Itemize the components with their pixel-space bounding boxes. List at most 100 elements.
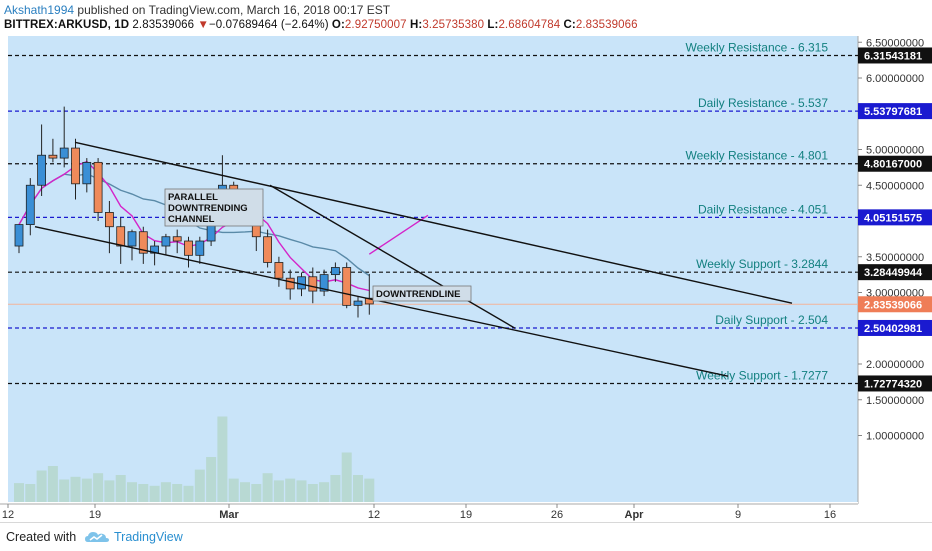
candle-body [25, 184, 35, 225]
last-price-tag-bg [858, 296, 932, 313]
open-label: O: [331, 19, 345, 31]
time-axis-panel [0, 502, 858, 522]
published-text: published on TradingView.com, March 16, … [77, 3, 391, 17]
volume-bar [36, 470, 47, 502]
y-tick-label: 6.00000000 [866, 73, 924, 85]
candle-body [138, 231, 148, 254]
price-tag-label: 3.28449944 [864, 267, 923, 279]
author-link[interactable]: Akshath1994 [4, 3, 75, 17]
candle-body [195, 240, 205, 256]
candle-body [319, 274, 329, 292]
price-tag-bg [858, 47, 932, 64]
price-tag-label: 4.80167000 [864, 159, 922, 171]
level-label: Weekly Resistance - 4.801 [685, 149, 828, 163]
candle-body [184, 240, 193, 256]
level-label: Weekly Support - 1.7277 [696, 368, 828, 382]
y-tick-label: 5.00000000 [866, 145, 924, 157]
footer: Created with TradingView [0, 522, 932, 551]
candle-body [59, 147, 69, 159]
volume-bar [70, 476, 81, 502]
volume-bar [217, 416, 228, 502]
volume-bar [149, 485, 160, 502]
volume-bar [330, 475, 341, 502]
price-tag-bg [858, 209, 932, 226]
volume-bar [14, 483, 24, 502]
x-tick-label: 12 [2, 509, 14, 521]
volume-bar [47, 466, 58, 502]
volume-bar [25, 484, 36, 502]
y-tick-label: 1.50000000 [866, 395, 924, 407]
volume-bar [172, 484, 183, 502]
channel-annotation-text: PARALLEL [168, 192, 218, 203]
volume-bar [319, 482, 330, 502]
volume-bar [93, 473, 104, 502]
volume-bar [353, 475, 363, 502]
candle-body [297, 276, 306, 290]
level-label: Weekly Support - 3.2844 [696, 257, 828, 271]
candle-body [71, 147, 80, 185]
candle-body [172, 236, 182, 242]
level-label: Daily Support - 2.504 [715, 313, 828, 327]
last-price: 2.83539066 [132, 19, 195, 31]
price-tag-bg [858, 375, 932, 392]
volume-bar [115, 475, 126, 502]
downtrendline-annotation-text: DOWNTRENDLINE [376, 289, 460, 300]
x-tick-label: 19 [89, 509, 101, 521]
volume-bar [285, 478, 296, 502]
low-value: 2.68604784 [498, 19, 561, 31]
volume-bar [127, 482, 137, 502]
close-label: C: [563, 19, 576, 31]
volume-bar [273, 480, 284, 502]
plot-background [8, 36, 858, 502]
volume-bar [341, 452, 352, 502]
candle-body [342, 267, 352, 306]
open-value: 2.92750007 [344, 19, 407, 31]
volume-bar [160, 482, 171, 502]
volume-bar [364, 478, 375, 502]
volume-bar [228, 478, 239, 502]
x-tick-label: 26 [551, 509, 563, 521]
price-tag-label: 1.72774320 [864, 378, 922, 390]
candle-body [330, 267, 340, 276]
candle-body [82, 161, 92, 185]
close-value: 2.83539066 [575, 19, 638, 31]
level-label: Daily Resistance - 5.537 [698, 96, 828, 110]
level-label: Weekly Resistance - 6.315 [685, 40, 828, 54]
price-tag-bg [858, 319, 932, 336]
tradingview-brand[interactable]: TradingView [114, 530, 183, 544]
candle-body [127, 231, 137, 247]
price-tag-label: 2.50402981 [864, 323, 922, 335]
y-tick-label: 6.50000000 [866, 37, 924, 49]
price-tag-bg [858, 264, 932, 281]
candle-body [105, 212, 114, 228]
volume-bar [104, 480, 115, 502]
x-tick-label: 16 [824, 509, 836, 521]
candle-body [274, 262, 284, 279]
low-label: L: [487, 19, 499, 31]
downtrend-line-steep [269, 184, 516, 329]
volume-bar [183, 485, 194, 502]
volume-bar [138, 484, 149, 502]
candle-body [93, 161, 103, 213]
candle-body [37, 154, 46, 186]
candle-body [353, 300, 363, 306]
tradingview-cloud-icon [85, 532, 109, 542]
x-tick-label: Apr [625, 509, 645, 521]
channel-upper-line [74, 141, 793, 304]
symbol-name[interactable]: BITTREX:ARKUSD, 1D [4, 19, 130, 31]
x-tick-label: 19 [460, 509, 472, 521]
volume-bar [296, 480, 307, 502]
x-tick-label: Mar [219, 509, 239, 521]
price-chart[interactable]: 1.000000001.500000002.000000002.50000000… [0, 36, 932, 522]
price-tag-label: 4.05151575 [864, 212, 922, 224]
y-tick-label: 2.00000000 [866, 359, 924, 371]
created-with-text: Created with [6, 530, 77, 544]
price-tag-bg [858, 103, 932, 120]
volume-bar [262, 473, 273, 502]
candle-body [263, 236, 273, 263]
channel-annotation-text: CHANNEL [168, 214, 215, 225]
level-label: Daily Resistance - 4.051 [698, 202, 828, 216]
price-tag-label: 5.53797681 [864, 106, 922, 118]
publish-info: Akshath1994 published on TradingView.com… [4, 3, 390, 17]
candle-body [14, 224, 24, 247]
